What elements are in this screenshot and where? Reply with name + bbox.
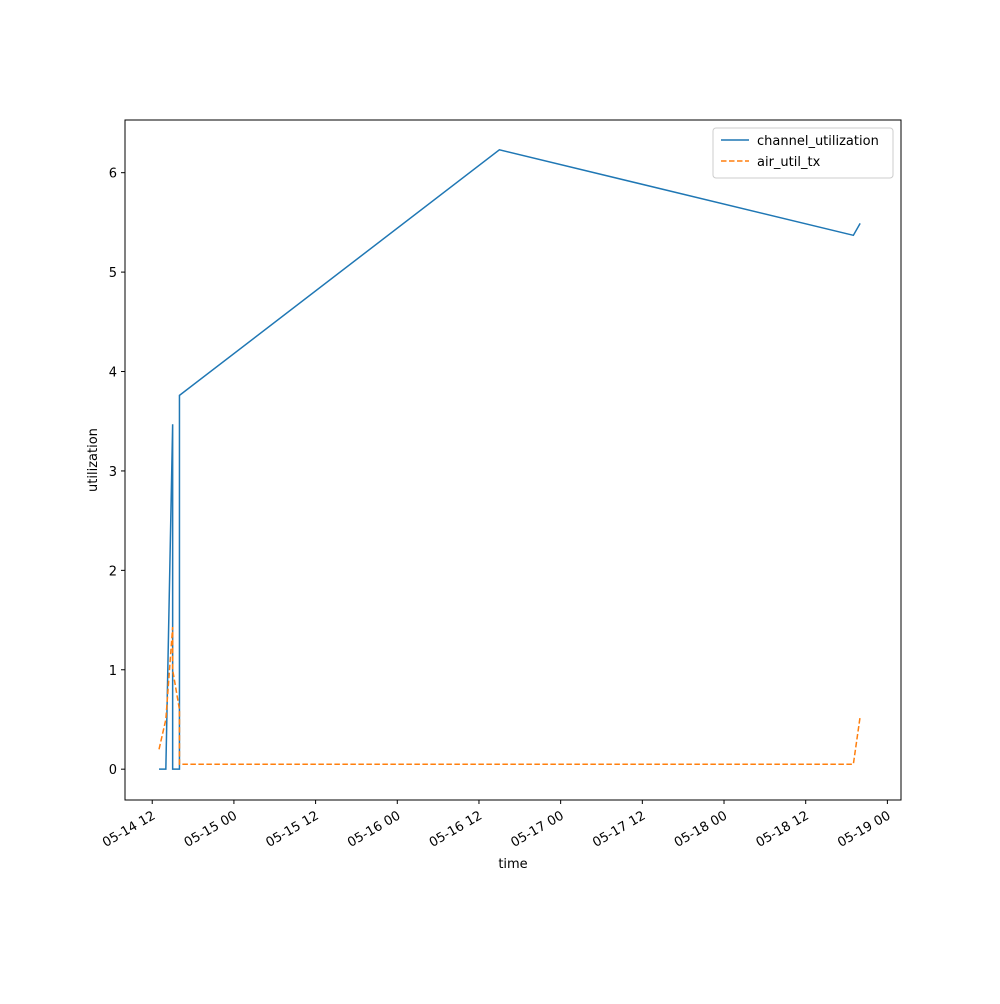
y-tick-label: 2	[109, 564, 117, 579]
x-tick-label: 05-17 00	[509, 808, 567, 850]
y-tick-label: 3	[109, 465, 117, 480]
x-tick-label: 05-15 12	[263, 808, 321, 850]
legend-box	[712, 127, 894, 179]
x-tick-label: 05-17 12	[590, 808, 648, 850]
x-tick-label: 05-18 00	[672, 808, 730, 850]
y-tick-label: 5	[109, 266, 117, 281]
x-axis-label: time	[498, 857, 527, 872]
x-tick-label: 05-15 00	[182, 808, 240, 850]
x-tick-label: 05-16 12	[427, 808, 485, 850]
x-tick-label: 05-18 12	[754, 808, 812, 850]
series-line	[159, 149, 861, 770]
series-line	[158, 626, 861, 765]
y-tick-label: 1	[109, 664, 117, 679]
legend-label: channel_utilization	[757, 134, 879, 149]
x-tick-label: 05-14 12	[100, 808, 158, 850]
y-tick-label: 4	[109, 366, 117, 381]
legend-label: air_util_tx	[757, 155, 821, 170]
x-tick-label: 05-16 00	[345, 808, 403, 850]
y-axis-label: utilization	[86, 428, 101, 492]
y-tick-label: 0	[109, 763, 117, 778]
y-tick-label: 6	[109, 167, 117, 182]
x-tick-label: 05-19 00	[835, 808, 893, 850]
axes-frame	[124, 119, 902, 801]
